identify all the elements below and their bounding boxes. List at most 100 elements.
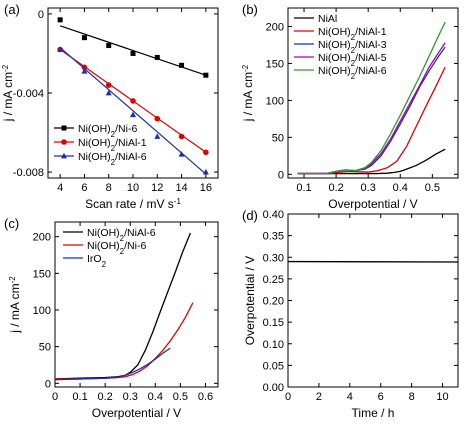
legend-label-part: /Ni-6 — [124, 240, 146, 252]
panel-label: (a) — [4, 2, 20, 17]
y-tick-label: 0.40 — [263, 209, 284, 221]
legend-label-part: Ni(OH) — [78, 151, 111, 163]
y-tick-label: 0 — [38, 9, 44, 21]
legend-label: Ni(OH)2/Ni-6 — [78, 123, 137, 139]
legend-label: Ni(OH)2/NiAl-3 — [318, 39, 387, 55]
legend-label: Ni(OH)2/NiAl-6 — [87, 227, 156, 243]
legend-label-part: /NiAl-6 — [355, 65, 387, 77]
data-point — [178, 151, 185, 157]
x-tick-label: 2 — [316, 391, 322, 403]
x-tick-label: 16 — [200, 182, 212, 194]
data-point — [203, 149, 209, 156]
legend-label: IrO2 — [87, 253, 107, 269]
x-tick-label: 0.6 — [198, 391, 213, 403]
y-tick-label: 200 — [266, 21, 284, 33]
y-tick-label: 0.05 — [263, 360, 284, 372]
x-tick-label: 0.1 — [72, 391, 87, 403]
x-tick-label: 0.4 — [148, 391, 163, 403]
y-tick-label: 0 — [278, 169, 284, 181]
legend-label-part: /NiAl-3 — [355, 39, 387, 51]
y-tick-label: 0.10 — [263, 339, 284, 351]
x-tick-label: 6 — [81, 182, 87, 194]
x-tick-label: 0.5 — [425, 182, 440, 194]
x-tick-label: 10 — [127, 182, 139, 194]
data-point — [81, 35, 87, 41]
x-tick-label: 8 — [106, 182, 112, 194]
legend-label-part: Ni(OH) — [318, 26, 351, 38]
panel-3: (d) 0 2 4 6 8 10 0.00 0.05 0.10 0.15 0.20 0.25 0.30 0.… — [242, 208, 459, 420]
x-axis-label: Overpotential / V — [328, 197, 417, 211]
x-axis-label-part: Overpotential / V — [92, 406, 181, 420]
legend-label: Ni(OH)2/Ni-6 — [87, 240, 146, 256]
y-tick-label: 0.35 — [263, 231, 284, 243]
x-axis-label-part: -1 — [174, 197, 182, 206]
x-axis-label: Overpotential / V — [92, 406, 181, 420]
x-tick-label: 0.2 — [98, 391, 113, 403]
y-axis-label: Overpotential / V — [243, 256, 257, 345]
x-axis-label-part: Time / h — [352, 406, 395, 420]
legend-label: Ni(OH)2/NiAl-5 — [318, 52, 387, 68]
data-point — [154, 133, 161, 139]
y-tick-label: 0.00 — [263, 382, 284, 394]
data-point — [154, 115, 161, 122]
x-tick-label: 0 — [52, 391, 58, 403]
legend-label: Ni(OH)2/NiAl-1 — [318, 26, 387, 42]
legend-label-part: /NiAl-5 — [355, 52, 387, 64]
y-tick-label: 0.30 — [263, 252, 284, 264]
x-tick-label: 0.3 — [361, 182, 376, 194]
data-point — [130, 98, 136, 104]
y-axis-label-part: -2 — [241, 64, 250, 72]
x-tick-label: 0.2 — [328, 182, 343, 194]
y-axis-label-part: -2 — [8, 276, 17, 284]
y-tick-label: 100 — [33, 305, 51, 317]
legend-label: Ni(OH)2/NiAl-6 — [318, 65, 387, 81]
series-line — [54, 347, 171, 381]
y-axis-label: j / mA cm-2 — [8, 276, 23, 334]
legend-label-part: 2 — [111, 130, 116, 139]
legend-label-part: NiAl — [318, 13, 337, 25]
data-point — [57, 46, 64, 52]
legend-label-part: 2 — [351, 72, 356, 81]
x-axis-label-part: Overpotential / V — [328, 197, 417, 211]
legend-label-part: /NiAl-6 — [124, 227, 156, 239]
plot-frame — [54, 221, 219, 388]
panel-label: (b) — [242, 2, 258, 17]
x-axis-label: Time / h — [352, 406, 395, 420]
legend-label-part: Ni(OH) — [78, 123, 111, 135]
data-point — [178, 133, 185, 140]
legend-label-part: Ni(OH) — [87, 240, 120, 252]
y-axis-label: j / mA cm-2 — [241, 64, 256, 122]
x-axis-label: Scan rate / mV s-1 — [85, 197, 181, 212]
legend-label-part: 2 — [351, 33, 356, 42]
y-tick-label: 50 — [39, 342, 51, 354]
data-point — [106, 43, 112, 49]
data-point — [130, 111, 136, 118]
series-line — [297, 66, 446, 175]
y-axis-label-part: j / mA cm — [8, 283, 22, 333]
y-axis-label-part: -2 — [1, 64, 10, 72]
x-tick-label: 0.3 — [123, 391, 138, 403]
y-tick-label: -0.004 — [13, 88, 44, 100]
data-point — [105, 89, 112, 96]
legend-label-part: /Ni-6 — [115, 123, 137, 135]
x-tick-label: 4 — [57, 182, 63, 194]
x-tick-label: 0.1 — [296, 182, 311, 194]
y-axis-label-part: Overpotential / V — [243, 256, 257, 345]
plot-frame — [287, 213, 459, 388]
y-tick-label: -0.008 — [13, 167, 44, 179]
y-axis-label-part: j / mA cm — [241, 72, 255, 122]
x-tick-label: 12 — [151, 182, 163, 194]
y-tick-label: 150 — [266, 58, 284, 70]
x-tick-label: 0.4 — [393, 182, 408, 194]
data-point — [179, 62, 185, 68]
panel-2: (c) 0 0.1 0.2 0.3 0.4 0.5 0.6 0 50 100 150 200 Overpo… — [4, 216, 219, 420]
y-tick-label: 100 — [266, 95, 284, 107]
y-tick-label: 50 — [272, 132, 284, 144]
y-tick-label: 150 — [33, 268, 51, 280]
legend-label-part: /NiAl-1 — [115, 137, 147, 149]
y-tick-label: 0.15 — [263, 317, 284, 329]
legend-label-part: 2 — [120, 234, 125, 243]
panel-1: (b) 0.1 0.2 0.3 0.4 0.5 0 50 100 150 200 Overpotent… — [241, 2, 459, 211]
x-tick-label: 10 — [436, 391, 448, 403]
